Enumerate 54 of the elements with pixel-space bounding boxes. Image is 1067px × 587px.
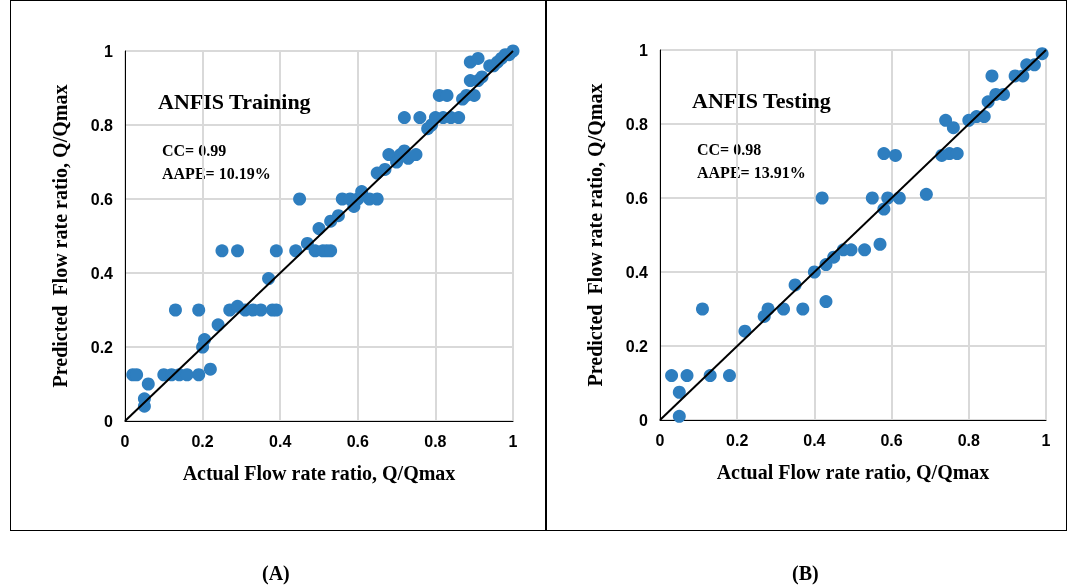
x-tick-label: 0.4 [803,431,826,449]
point [672,385,686,399]
y-tick-label: 0 [104,412,114,430]
point [738,324,752,338]
point [865,191,879,205]
y-tick-label: 0.8 [90,116,114,134]
x-tick-label: 0.8 [957,431,981,449]
annotation: AAPE= 10.19% [162,164,271,182]
y-tick-label: 1 [104,42,114,60]
y-tick-label: 0 [639,411,649,429]
text: ANFIS Training [158,88,311,114]
y-axis-title: Predicted Flow rate ratio, Q/Qmax [49,84,71,388]
y-tick-label: 0.8 [625,115,649,133]
point [873,237,887,251]
text: ANFIS Testing [692,87,831,113]
x-tick-label: 0.4 [269,432,292,450]
point [796,302,810,316]
y-tick-label: 0.2 [90,338,114,356]
y-axis-title: Predicted Flow rate ratio, Q/Qmax [584,83,606,387]
point [858,243,872,257]
y-tick-label: 0.4 [625,263,649,281]
x-tick-label: 0.2 [726,431,749,449]
point [665,369,679,383]
x-tick-label: 0.2 [191,432,214,450]
x-tick-label: 0.6 [880,431,903,449]
y-tick-label: 0.6 [90,190,114,208]
point [695,302,709,316]
x-tick-label: 0 [655,431,665,449]
x-tick-label: 0 [120,432,130,450]
point [877,147,891,161]
point [985,69,999,83]
text: (A) [262,562,290,585]
point [919,187,933,201]
point [819,295,833,309]
x-tick-label: 0.6 [346,432,370,450]
point [815,191,829,205]
annotation: CC= 0.98 [697,140,762,158]
text: (B) [792,562,819,585]
point [946,121,960,135]
annotation: AAPE= 13.91% [697,163,806,181]
x-axis-title: Actual Flow rate ratio, Q/Qmax [182,462,456,484]
y-tick-label: 0.2 [625,337,649,355]
y-tick-label: 0.4 [90,264,114,282]
point [672,409,686,423]
point [680,369,694,383]
x-tick-label: 1 [1041,431,1051,449]
point [722,369,736,383]
point [888,148,902,162]
x-tick-label: 1 [508,432,518,450]
x-tick-label: 0.8 [424,432,447,450]
y-tick-label: 0.6 [625,189,649,207]
y-tick-label: 1 [639,41,649,59]
point [939,113,953,127]
x-axis-title: Actual Flow rate ratio, Q/Qmax [716,461,990,483]
